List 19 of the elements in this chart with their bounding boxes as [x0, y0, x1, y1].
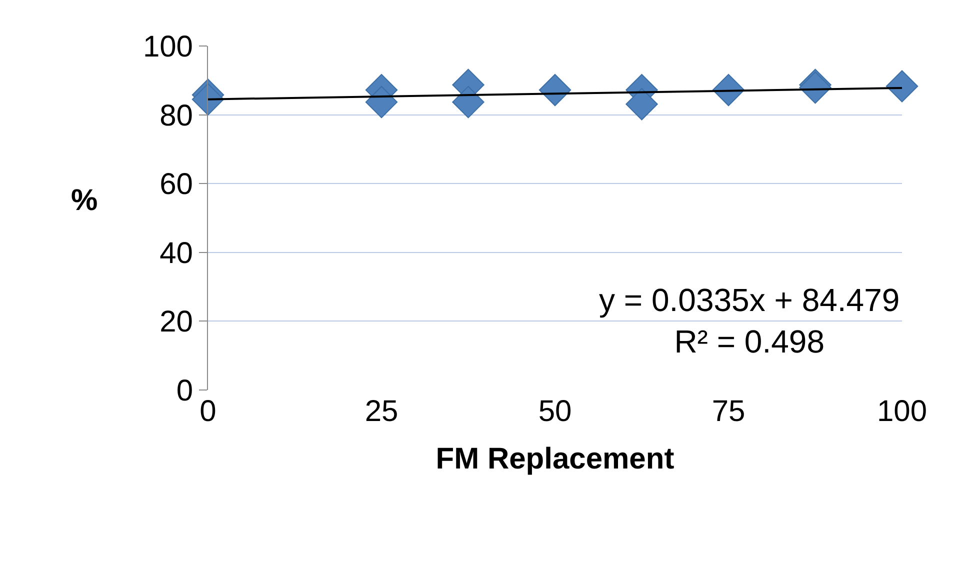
x-tick-label: 100: [876, 395, 928, 428]
x-axis-title: FM Replacement: [436, 442, 674, 476]
x-tick-label: 0: [200, 395, 216, 428]
x-tick-label: 50: [538, 395, 572, 428]
point: [365, 86, 398, 118]
y-tick-label: 0: [176, 374, 193, 408]
y-tick-label: 80: [160, 99, 193, 132]
x-tick-label: 25: [364, 395, 398, 428]
point: [452, 86, 484, 118]
point: [192, 83, 224, 116]
point: [886, 70, 918, 102]
y-tick-label: 100: [142, 30, 193, 64]
y-tick-label: 60: [160, 168, 193, 202]
y-tick-label: 20: [160, 306, 193, 339]
y-tick-label: 40: [160, 236, 193, 270]
y-axis-title: %: [71, 184, 98, 217]
point: [626, 88, 658, 120]
x-tick-label: 75: [712, 395, 746, 428]
annotation: y = 0.0335x + 84.479 R² = 0.498: [599, 282, 900, 360]
